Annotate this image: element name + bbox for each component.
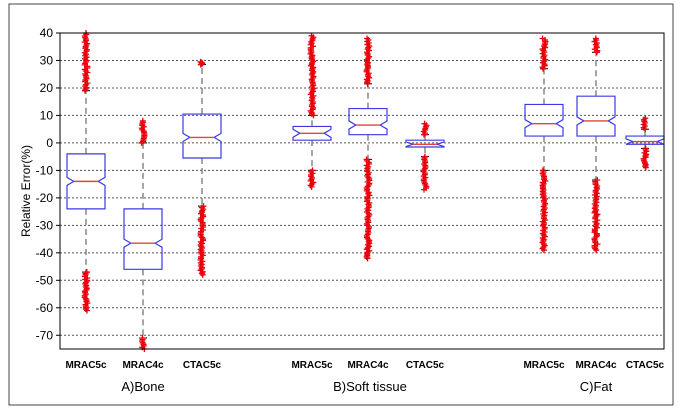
category-label: MRAC4c [122,360,164,371]
box-body [182,113,222,159]
category-label: CTAC5c [626,360,665,371]
box-body [292,125,332,141]
box-series [66,30,665,352]
y-axis-ticks: 40 30 20 10 0 -10 -20 -30 -40 -50 -60 -70 [36,26,60,342]
box-B)Soft tissue-MRAC5c [292,32,332,190]
y-tick-label: 0 [46,136,53,150]
category-label: MRAC5c [291,360,333,371]
box-B)Soft tissue-MRAC4c [348,35,388,262]
category-label: MRAC5c [65,360,107,371]
outlier-marker [81,87,88,94]
outlier-marker [642,126,649,133]
y-axis-title: Relative Error(%) [19,145,33,237]
outlier-marker [308,183,315,190]
box-A)Bone-MRAC4c [123,117,163,352]
gridlines [60,32,664,336]
y-tick-label: -60 [36,301,54,315]
y-tick-label: -10 [36,163,54,177]
group-label: B)Soft tissue [333,379,407,394]
y-tick-label: -30 [36,218,54,232]
category-label: CTAC5c [406,360,445,371]
outlier-marker [310,112,317,119]
box-body [405,139,445,148]
outlier-marker [421,186,428,193]
outlier-marker [84,307,91,314]
y-tick-label: 20 [40,81,54,95]
y-tick-label: 10 [40,108,54,122]
box-A)Bone-CTAC5c [182,58,222,278]
y-tick-label: -20 [36,191,54,205]
box-body [66,153,106,210]
category-label: CTAC5c [183,360,222,371]
outlier-marker [364,80,371,87]
outlier-marker [540,247,547,254]
outlier-marker [540,65,547,72]
box-body [123,208,163,270]
y-tick-label: -50 [36,273,54,287]
box-body [524,103,564,137]
outer-border [8,3,674,406]
x-axis-labels: MRAC5c MRAC4c CTAC5c A)Bone MRAC5c MRAC4c CTAC… [65,360,664,394]
category-label: MRAC4c [347,360,389,371]
y-tick-label: -40 [36,246,54,260]
group-label: C)Fat [580,379,613,394]
box-body [348,107,388,136]
y-tick-label: -70 [36,328,54,342]
group-label: A)Bone [121,379,164,394]
outlier-marker [420,131,427,138]
outlier-marker [138,139,145,146]
outlier-marker [197,61,204,68]
outlier-marker [364,255,371,262]
category-label: MRAC5c [523,360,565,371]
outlier-marker [198,60,205,67]
box-B)Soft tissue-CTAC5c [405,120,445,193]
outlier-marker [642,164,649,171]
y-tick-label: 40 [40,26,54,40]
box-body [576,95,616,137]
box-C)Fat-MRAC5c [524,35,564,254]
outlier-marker [593,247,600,254]
outlier-marker [199,271,206,278]
box-C)Fat-MRAC4c [576,35,616,254]
outlier-marker [593,49,600,56]
category-label: MRAC4c [575,360,617,371]
box-A)Bone-MRAC5c [66,30,106,314]
y-tick-label: 30 [40,53,54,67]
plot-area-border [59,32,665,350]
